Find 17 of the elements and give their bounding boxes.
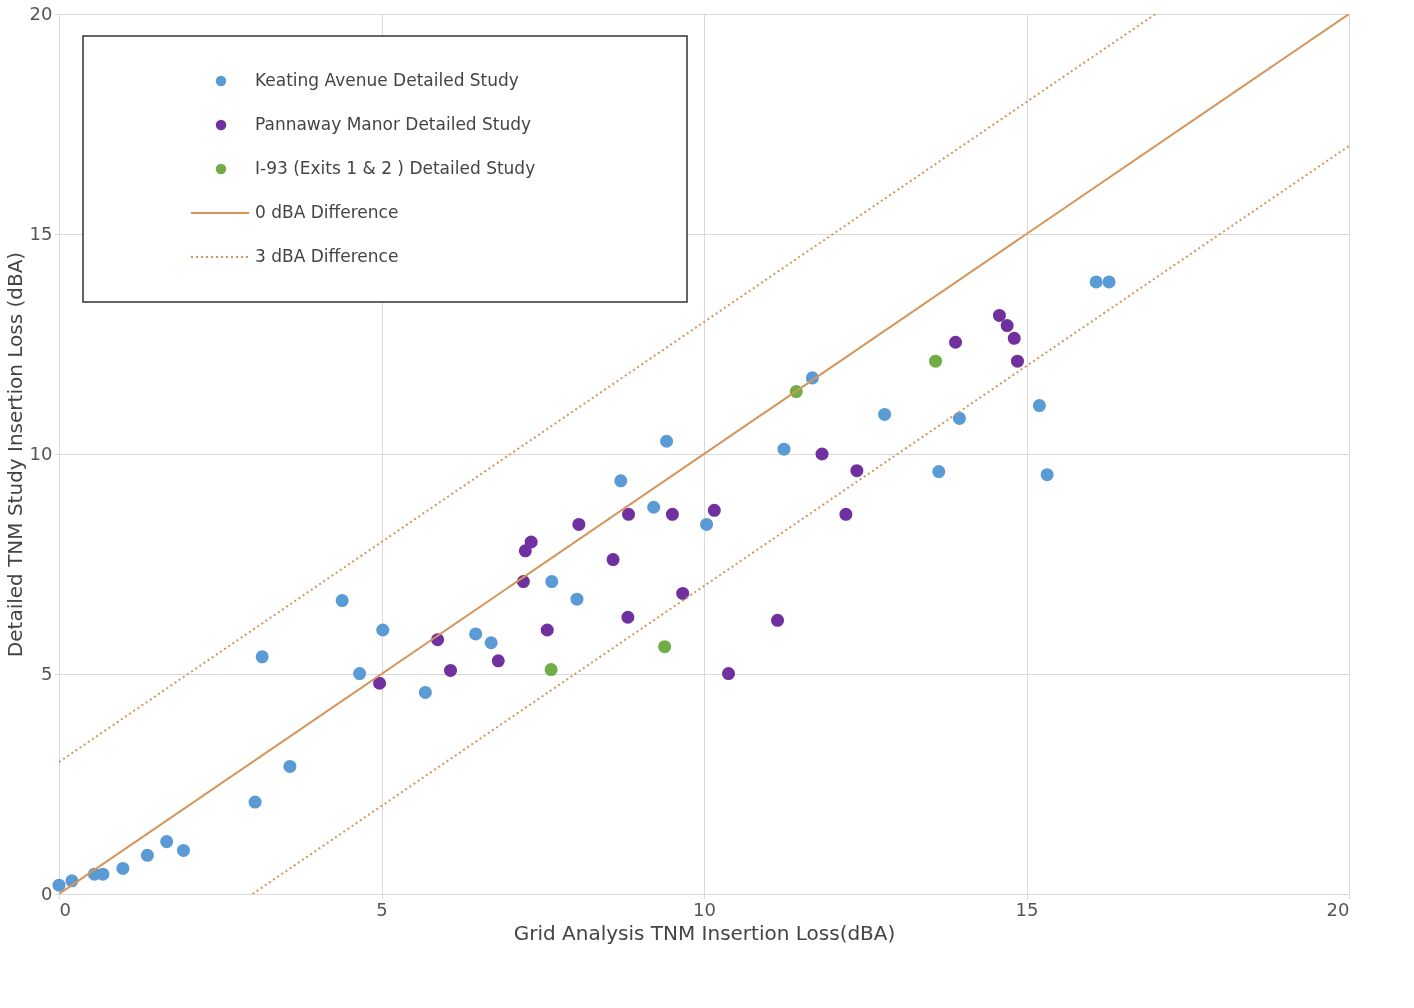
- x-tick-label: 15: [1015, 898, 1039, 920]
- x-axis-title: Grid Analysis TNM Insertion Loss(dBA): [513, 920, 896, 945]
- legend-label: Keating Avenue Detailed Study: [255, 70, 519, 90]
- legend-label: I-93 (Exits 1 & 2 ) Detailed Study: [255, 158, 536, 178]
- legend-label: 3 dBA Difference: [255, 246, 399, 266]
- y-tick-label: 0: [41, 882, 53, 904]
- x-tick-label: 0: [59, 898, 71, 920]
- y-axis-title: Detailed TNM Study Insertion Loss (dBA): [2, 251, 27, 658]
- y-tick-label: 20: [29, 2, 53, 24]
- legend-label: 0 dBA Difference: [255, 202, 399, 222]
- y-tick-label: 15: [29, 222, 53, 244]
- x-tick-label: 20: [1326, 898, 1350, 920]
- y-tick-label: 10: [29, 442, 53, 464]
- x-tick-label: 5: [376, 898, 388, 920]
- x-tick-label: 10: [693, 898, 716, 920]
- y-tick-label: 5: [41, 662, 53, 684]
- legend-label: Pannaway Manor Detailed Study: [255, 114, 532, 134]
